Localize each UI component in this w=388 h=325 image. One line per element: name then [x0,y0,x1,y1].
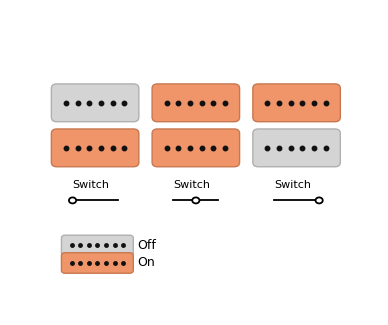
FancyBboxPatch shape [51,84,139,122]
Circle shape [192,197,199,203]
Text: Switch: Switch [173,180,210,190]
Text: On: On [137,256,155,269]
FancyBboxPatch shape [61,253,133,273]
FancyBboxPatch shape [253,129,340,167]
Circle shape [69,197,76,203]
FancyBboxPatch shape [152,84,240,122]
Text: Switch: Switch [274,180,311,190]
FancyBboxPatch shape [253,84,340,122]
FancyBboxPatch shape [51,129,139,167]
FancyBboxPatch shape [152,129,240,167]
Text: Switch: Switch [73,180,109,190]
FancyBboxPatch shape [61,235,133,256]
Circle shape [315,197,323,203]
Text: Off: Off [137,239,156,252]
